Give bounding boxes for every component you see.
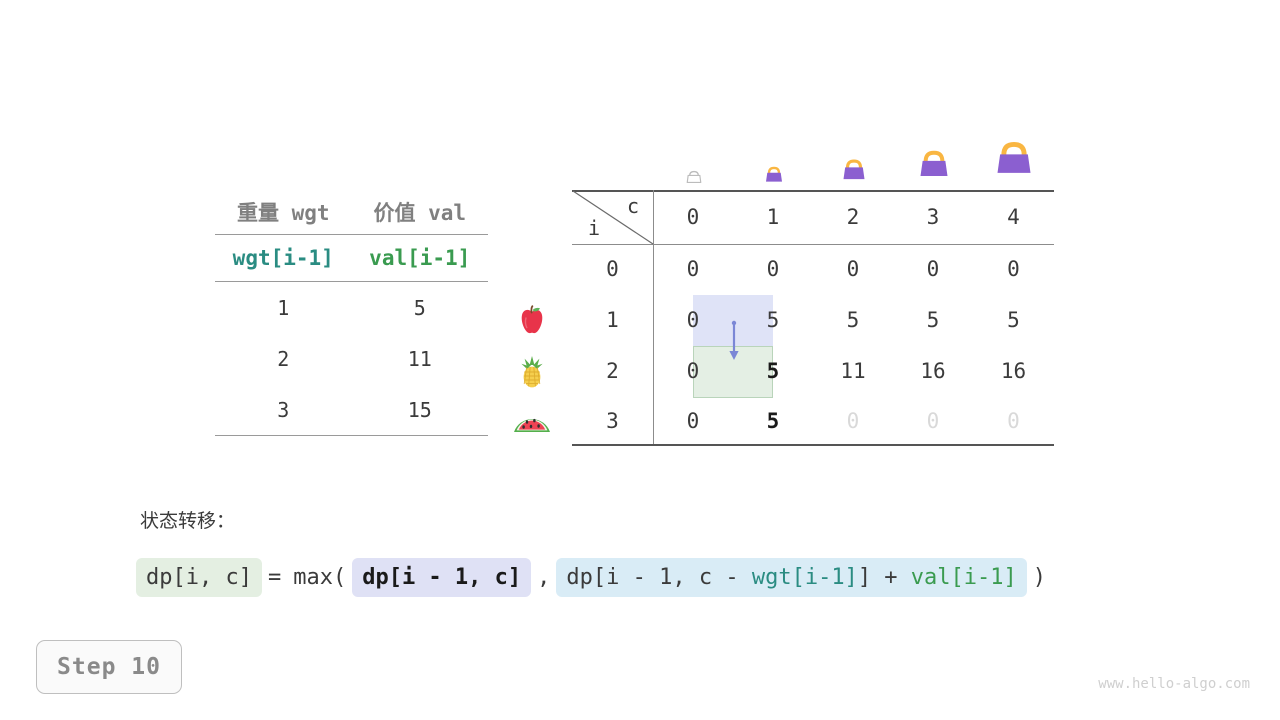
item-2-weight: 2 bbox=[277, 346, 290, 371]
formula-close-paren: ) bbox=[1032, 565, 1047, 590]
dp-header-rule bbox=[572, 244, 1054, 246]
dp-col-header-0: 0 bbox=[686, 205, 700, 229]
formula-lhs: dp[i, c] bbox=[136, 558, 262, 597]
dp-cell-3-2: 0 bbox=[846, 409, 860, 433]
dp-cell-0-0: 0 bbox=[686, 257, 700, 281]
dp-transition-arrow-icon bbox=[729, 320, 739, 360]
watermark: www.hello-algo.com bbox=[1098, 676, 1250, 692]
dp-row-header-3: 3 bbox=[606, 409, 619, 433]
formula-arg2-middle: ] + bbox=[857, 565, 911, 590]
pineapple-icon bbox=[505, 346, 559, 397]
dp-cell-2-4: 16 bbox=[1000, 358, 1027, 383]
state-transition-label: 状态转移： bbox=[140, 510, 236, 532]
bag-icon-4 bbox=[974, 118, 1054, 190]
dp-row-header-1: 1 bbox=[606, 307, 619, 332]
formula-max-open: max( bbox=[293, 565, 347, 590]
bag-icon-row bbox=[654, 118, 1054, 190]
dp-cell-2-3: 16 bbox=[920, 358, 946, 383]
dp-cell-1-0: 0 bbox=[686, 307, 700, 332]
formula-comma: , bbox=[537, 565, 551, 590]
bag-icon-2 bbox=[814, 118, 894, 190]
dp-bottom-rule bbox=[572, 444, 1054, 446]
bag-icon-3 bbox=[894, 118, 974, 190]
bag-icon-1 bbox=[734, 118, 814, 190]
dp-cell-2-0: 0 bbox=[686, 358, 700, 383]
formula-arg2-val: val[i-1] bbox=[910, 565, 1017, 590]
item-1-value: 5 bbox=[413, 295, 426, 320]
dp-row-header-0: 0 bbox=[606, 257, 619, 281]
items-code-wgt: wgt[i-1] bbox=[215, 234, 352, 282]
step-badge: Step 10 bbox=[36, 640, 182, 694]
dp-corner-diagonal-icon bbox=[572, 190, 654, 245]
bag-icon-0 bbox=[654, 118, 734, 190]
item-3-value: 15 bbox=[351, 384, 488, 436]
formula-equals: = bbox=[267, 565, 282, 590]
items-header-weight: 重量 wgt bbox=[215, 190, 352, 235]
dp-corner-col-label: c bbox=[626, 194, 639, 218]
dp-grid: c i 0 1 2 3 4 0 0 0 0 0 0 1 0 5 5 5 5 2 … bbox=[572, 190, 1054, 446]
dp-col-header-3: 3 bbox=[926, 205, 940, 229]
dp-cell-1-1: 5 bbox=[766, 307, 780, 332]
dp-cell-3-3: 0 bbox=[926, 409, 940, 433]
items-code-val: val[i-1] bbox=[351, 234, 488, 282]
dp-col-header-4: 4 bbox=[1007, 205, 1020, 229]
dp-cell-2-1: 5 bbox=[766, 358, 780, 383]
dp-col-header-1: 1 bbox=[766, 205, 780, 229]
watermelon-icon bbox=[505, 397, 559, 448]
dp-cell-0-1: 0 bbox=[766, 257, 780, 281]
dp-cell-0-4: 0 bbox=[1007, 257, 1020, 281]
apple-icon bbox=[505, 295, 559, 346]
dp-cell-3-4: 0 bbox=[1007, 409, 1020, 433]
dp-cell-0-3: 0 bbox=[926, 257, 940, 281]
items-table: 重量 wgt 价值 val wgt[i-1] val[i-1] 1 5 2 11… bbox=[215, 190, 488, 436]
dp-row-header-2: 2 bbox=[606, 358, 619, 383]
dp-table: c i 0 1 2 3 4 0 0 0 0 0 0 1 0 5 5 5 5 2 … bbox=[572, 190, 1054, 446]
dp-cell-2-2: 11 bbox=[840, 358, 866, 383]
dp-corner-cell: c i bbox=[572, 190, 653, 244]
items-code-row: wgt[i-1] val[i-1] bbox=[215, 234, 488, 282]
dp-corner-row-label: i bbox=[588, 216, 601, 240]
dp-vertical-rule bbox=[653, 190, 655, 444]
dp-cell-1-2: 5 bbox=[846, 307, 860, 332]
table-row: 1 5 bbox=[215, 282, 488, 334]
item-2-value: 11 bbox=[407, 346, 432, 371]
items-header-value: 价值 val bbox=[351, 190, 488, 235]
table-row: 2 11 bbox=[215, 333, 488, 384]
formula-arg2: dp[i - 1, c - wgt[i-1]] + val[i-1] bbox=[556, 558, 1027, 597]
dp-cell-1-3: 5 bbox=[926, 307, 940, 332]
dp-top-rule bbox=[572, 190, 1054, 192]
items-table-header-row: 重量 wgt 价值 val bbox=[215, 190, 488, 235]
items-table-grid: 重量 wgt 价值 val wgt[i-1] val[i-1] 1 5 2 11… bbox=[215, 190, 488, 436]
dp-cell-0-2: 0 bbox=[846, 257, 860, 281]
state-transition-formula: dp[i, c] = max( dp[i - 1, c] , dp[i - 1,… bbox=[136, 558, 1052, 597]
formula-arg2-wgt: wgt[i-1] bbox=[751, 565, 858, 590]
item-1-weight: 1 bbox=[277, 295, 290, 320]
fruit-icon-column bbox=[505, 295, 559, 448]
dp-cell-1-4: 5 bbox=[1007, 307, 1020, 332]
table-row: 3 15 bbox=[215, 384, 488, 436]
formula-arg2-prefix: dp[i - 1, c - bbox=[566, 565, 752, 590]
dp-cell-3-1: 5 bbox=[766, 409, 780, 433]
item-3-weight: 3 bbox=[215, 384, 352, 436]
formula-arg1: dp[i - 1, c] bbox=[352, 558, 532, 597]
dp-cell-3-0: 0 bbox=[686, 409, 700, 433]
dp-col-header-2: 2 bbox=[846, 205, 860, 229]
